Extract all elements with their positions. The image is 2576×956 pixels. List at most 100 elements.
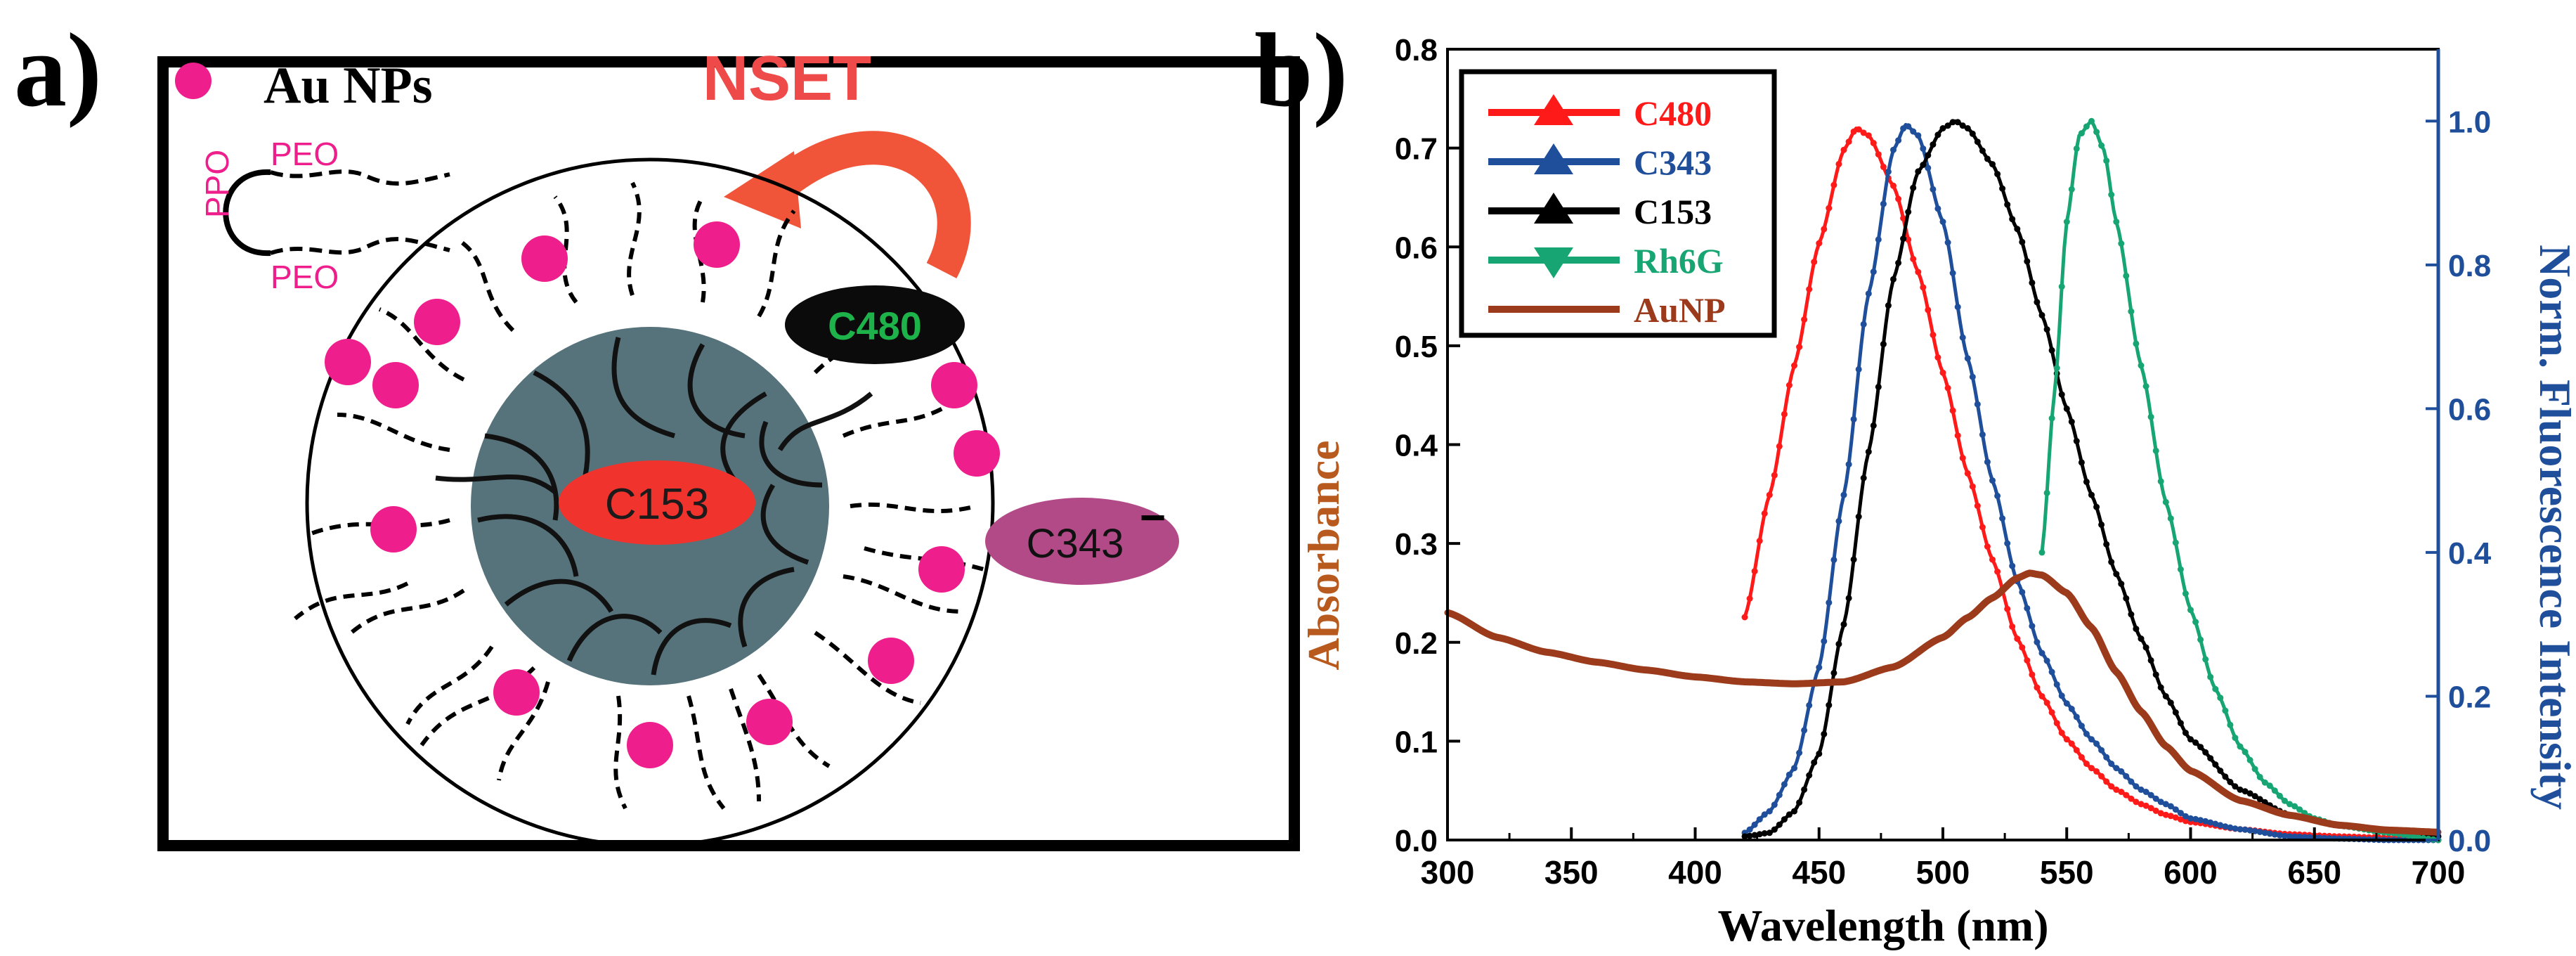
- data-point: [2038, 311, 2045, 318]
- series-line-c153: [1744, 119, 2439, 839]
- data-point: [1806, 702, 1813, 709]
- legend-label-aunp: AuNP: [1634, 290, 1726, 330]
- data-point: [2083, 478, 2090, 485]
- data-point: [2246, 790, 2253, 797]
- data-point: [1692, 673, 1698, 680]
- data-point: [2251, 766, 2258, 773]
- data-point: [1538, 648, 1545, 654]
- data-point: [2202, 818, 2209, 825]
- data-point: [2321, 819, 2328, 826]
- data-point: [1920, 145, 1927, 152]
- data-point: [2088, 736, 2095, 743]
- data-point: [2162, 742, 2169, 749]
- data-point: [1845, 138, 1852, 146]
- data-point: [2306, 815, 2313, 822]
- data-point: [2147, 792, 2154, 799]
- data-point: [1845, 595, 1852, 602]
- data-point: [1964, 470, 1971, 477]
- data-point: [2088, 491, 2095, 498]
- data-point: [1707, 675, 1714, 682]
- nset-label: NSET: [703, 44, 871, 114]
- data-point: [2073, 747, 2080, 754]
- y-left-tick-label: 0.6: [1395, 231, 1438, 265]
- data-point: [2152, 671, 2159, 678]
- data-point: [2162, 693, 2169, 699]
- data-point: [1925, 306, 1932, 314]
- data-point: [2157, 799, 2164, 806]
- data-point: [2098, 773, 2105, 780]
- data-point: [1865, 132, 1872, 139]
- data-point: [2177, 816, 2184, 823]
- data-point: [2147, 721, 2154, 728]
- au-np: [493, 669, 540, 716]
- data-point: [2058, 283, 2065, 290]
- panel-a: a) Au NPs NSET PPO PEO PEO: [14, 12, 1300, 851]
- y-left-tick-label: 0.0: [1395, 824, 1438, 858]
- y-left-tick-label: 0.2: [1395, 626, 1438, 661]
- data-point: [1944, 385, 1951, 392]
- data-point: [1989, 161, 1996, 168]
- data-point: [1905, 236, 1912, 243]
- legend-label-c480: C480: [1634, 93, 1712, 133]
- data-point: [1801, 786, 1808, 793]
- au-np: [325, 339, 371, 385]
- data-point: [1870, 669, 1877, 676]
- data-point: [1999, 587, 2006, 594]
- data-point: [1979, 431, 1986, 438]
- data-point: [1811, 259, 1818, 266]
- data-point: [2108, 191, 2115, 198]
- data-point: [2237, 797, 2244, 804]
- data-point: [2400, 827, 2407, 834]
- data-point: [1900, 659, 1907, 666]
- data-point: [2123, 773, 2130, 780]
- data-point: [1781, 411, 1788, 418]
- data-point: [2058, 692, 2065, 699]
- data-point: [1717, 676, 1724, 683]
- data-point: [2063, 219, 2070, 225]
- data-point: [1989, 556, 1996, 563]
- panel-a-label: a): [14, 12, 102, 129]
- data-point: [2266, 782, 2273, 789]
- data-point: [2222, 823, 2229, 830]
- data-point: [1925, 164, 1932, 172]
- data-point: [2009, 578, 2016, 585]
- data-point: [1746, 832, 1753, 839]
- data-point: [2192, 815, 2199, 822]
- data-point: [1598, 659, 1605, 666]
- data-point: [1746, 678, 1753, 685]
- data-point: [2430, 829, 2437, 836]
- data-point: [2301, 834, 2308, 841]
- data-point: [2177, 810, 2184, 817]
- data-point: [1632, 665, 1639, 672]
- data-point: [1771, 472, 1778, 479]
- data-point: [1821, 226, 1828, 233]
- data-point: [2251, 827, 2258, 834]
- data-point: [2296, 833, 2303, 840]
- data-point: [2246, 799, 2253, 806]
- data-point: [2083, 123, 2090, 130]
- data-point: [1835, 678, 1842, 685]
- data-point: [2227, 824, 2234, 831]
- data-point: [1885, 664, 1892, 671]
- data-point: [1785, 811, 1793, 818]
- data-point: [1618, 663, 1625, 669]
- data-point: [2133, 626, 2140, 633]
- data-point: [2167, 813, 2174, 820]
- data-point: [2152, 730, 2159, 737]
- x-axis-label: Wavelength (nm): [1717, 900, 2048, 950]
- data-point: [1969, 373, 1976, 380]
- data-point: [2147, 805, 2154, 812]
- au-np: [627, 722, 673, 768]
- data-point: [2187, 815, 2194, 822]
- data-point: [2014, 574, 2021, 581]
- data-point: [2167, 747, 2174, 754]
- data-point: [1974, 138, 1981, 146]
- data-point: [1785, 680, 1793, 687]
- data-point: [2162, 801, 2169, 808]
- data-point: [1781, 680, 1788, 687]
- data-point: [1875, 383, 1882, 390]
- data-point: [2133, 702, 2140, 709]
- data-point: [1910, 184, 1917, 191]
- data-point: [1949, 407, 1956, 414]
- data-point: [2336, 822, 2343, 829]
